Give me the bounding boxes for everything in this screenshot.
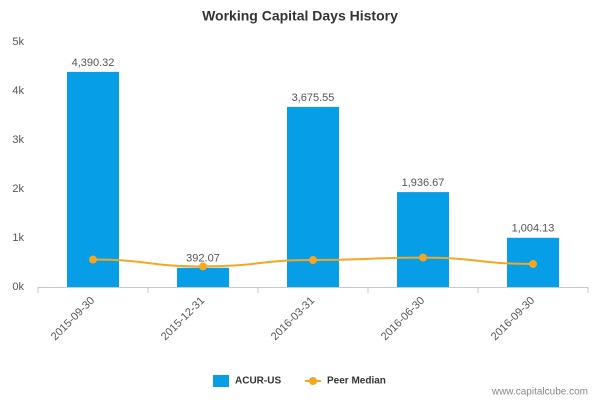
legend-label: Peer Median [327, 376, 386, 387]
x-tick-label: 2016-03-31 [269, 295, 317, 343]
x-tick-label: 2015-12-31 [159, 295, 207, 343]
bar [397, 192, 449, 287]
marker [89, 255, 97, 264]
marker [309, 256, 317, 265]
value-label: 4,390.32 [72, 57, 115, 69]
y-tick-label: 2k [12, 183, 24, 195]
y-tick-label: 3k [12, 134, 24, 146]
y-tick-label: 5k [12, 36, 24, 48]
watermark: www.capitalcube.com [491, 387, 588, 398]
legend-swatch [309, 377, 317, 385]
marker [529, 259, 537, 268]
marker [419, 253, 427, 262]
legend-swatch [213, 375, 229, 387]
legend-label: ACUR-US [235, 376, 281, 387]
y-tick-label: 1k [12, 232, 24, 244]
chart-title: Working Capital Days History [202, 8, 398, 24]
x-tick-label: 2016-09-30 [489, 295, 537, 343]
value-label: 1,936.67 [402, 177, 445, 189]
marker [199, 262, 207, 271]
value-label: 3,675.55 [292, 92, 335, 104]
y-tick-label: 0k [12, 281, 24, 293]
x-tick-label: 2015-09-30 [49, 295, 97, 343]
value-label: 392.07 [186, 253, 220, 265]
value-label: 1,004.13 [512, 223, 555, 235]
x-tick-label: 2016-06-30 [379, 295, 427, 343]
y-tick-label: 4k [12, 85, 24, 97]
bar [67, 71, 119, 287]
bar [177, 267, 229, 287]
